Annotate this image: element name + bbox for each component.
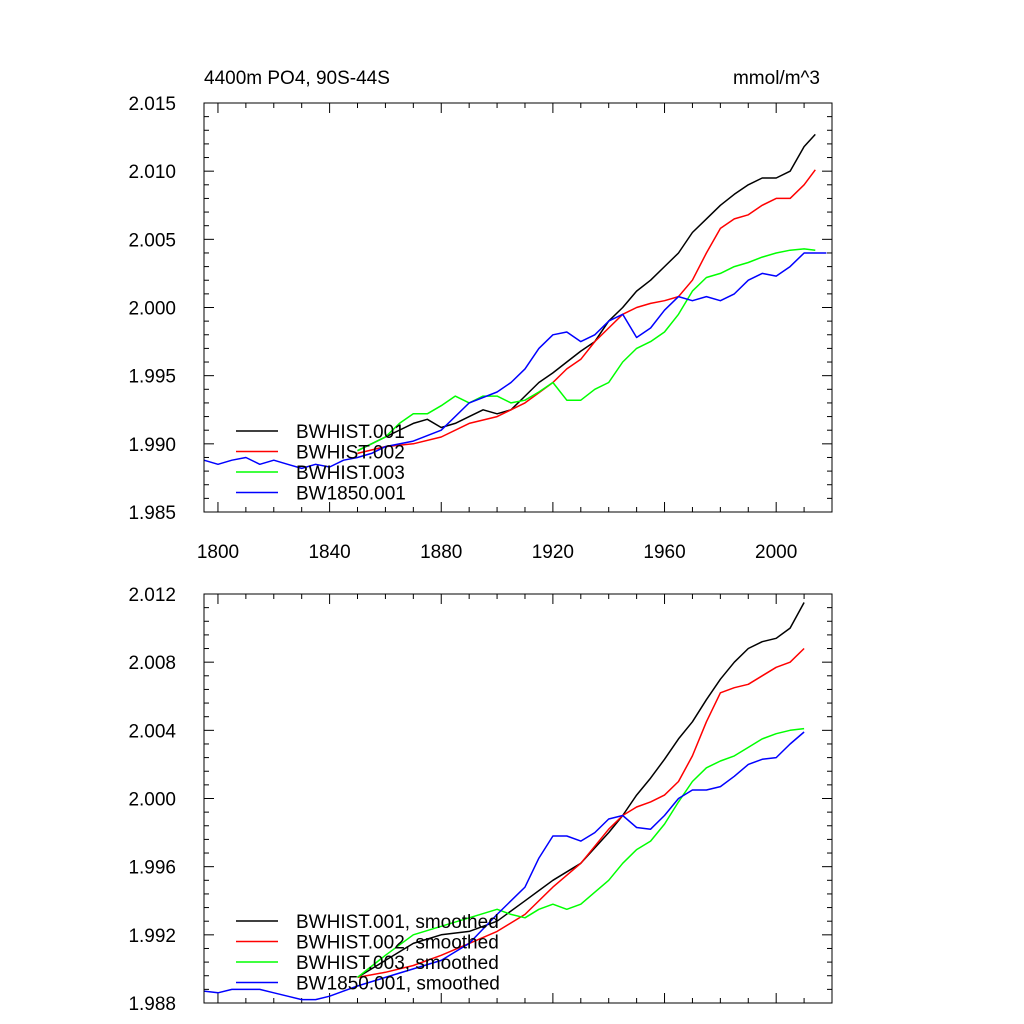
top-panel-frame [203, 102, 833, 513]
legend-label: BWHIST.003 [296, 463, 405, 484]
top-panel-ticks [204, 102, 833, 513]
series-line-1 [357, 602, 805, 979]
y-tick-label: 1.996 [128, 858, 176, 879]
x-tick-label: 1840 [308, 542, 350, 563]
x-tick-label: 1880 [420, 542, 462, 563]
bottom-panel-series [203, 602, 805, 1001]
series-line-2 [357, 169, 816, 455]
y-tick-label: 1.988 [128, 994, 176, 1015]
bottom-panel-frame [203, 593, 833, 1004]
legend-label: BWHIST.002, smoothed [296, 933, 499, 954]
x-tick-label: 1960 [643, 542, 685, 563]
y-tick-label: 2.008 [128, 653, 176, 674]
series-line-4 [203, 252, 827, 470]
legend-label: BWHIST.001 [296, 422, 405, 443]
series-line-3 [357, 727, 805, 978]
legend-label: BWHIST.003, smoothed [296, 953, 499, 974]
bottom-panel-ticks [204, 593, 833, 1004]
series-line-3 [357, 248, 816, 452]
top-panel-series [203, 133, 827, 470]
series-line-1 [357, 133, 816, 452]
y-tick-label: 1.995 [128, 367, 176, 388]
y-tick-label: 2.005 [128, 230, 176, 251]
y-tick-label: 1.985 [128, 503, 176, 524]
y-tick-label: 1.990 [128, 435, 176, 456]
x-tick-label: 1920 [532, 542, 574, 563]
legend-label: BWHIST.002 [296, 443, 405, 464]
bottom-panel: 1.988 1.992 1.996 2.000 2.004 2.008 2.012 BWHI… [128, 585, 833, 1015]
legend-label: BW1850.001, smoothed [296, 974, 500, 995]
legend-label: BWHIST.001, smoothed [296, 912, 499, 933]
y-tick-label: 2.004 [128, 721, 176, 742]
top-panel-tick-labels: 1.985 1.990 1.995 2.000 2.005 2.010 2.015 1800 1… [128, 94, 797, 563]
x-tick-label: 1800 [197, 542, 239, 563]
y-tick-label: 1.992 [128, 926, 176, 947]
legend-label: BW1850.001 [296, 484, 406, 505]
y-tick-label: 2.000 [128, 299, 176, 320]
y-tick-label: 2.015 [128, 94, 176, 115]
series-line-4 [203, 731, 805, 1001]
y-tick-label: 2.012 [128, 585, 176, 606]
bottom-panel-tick-labels: 1.988 1.992 1.996 2.000 2.004 2.008 2.012 [128, 585, 176, 1015]
x-tick-label: 2000 [755, 542, 797, 563]
top-panel: 4400m PO4, 90S-44S mmol/m^3 1.9851.9901.… [128, 68, 833, 563]
top-panel-units: mmol/m^3 [733, 68, 820, 89]
y-tick-label: 2.000 [128, 790, 176, 811]
y-tick-label: 2.010 [128, 162, 176, 183]
top-panel-title: 4400m PO4, 90S-44S [204, 68, 390, 89]
